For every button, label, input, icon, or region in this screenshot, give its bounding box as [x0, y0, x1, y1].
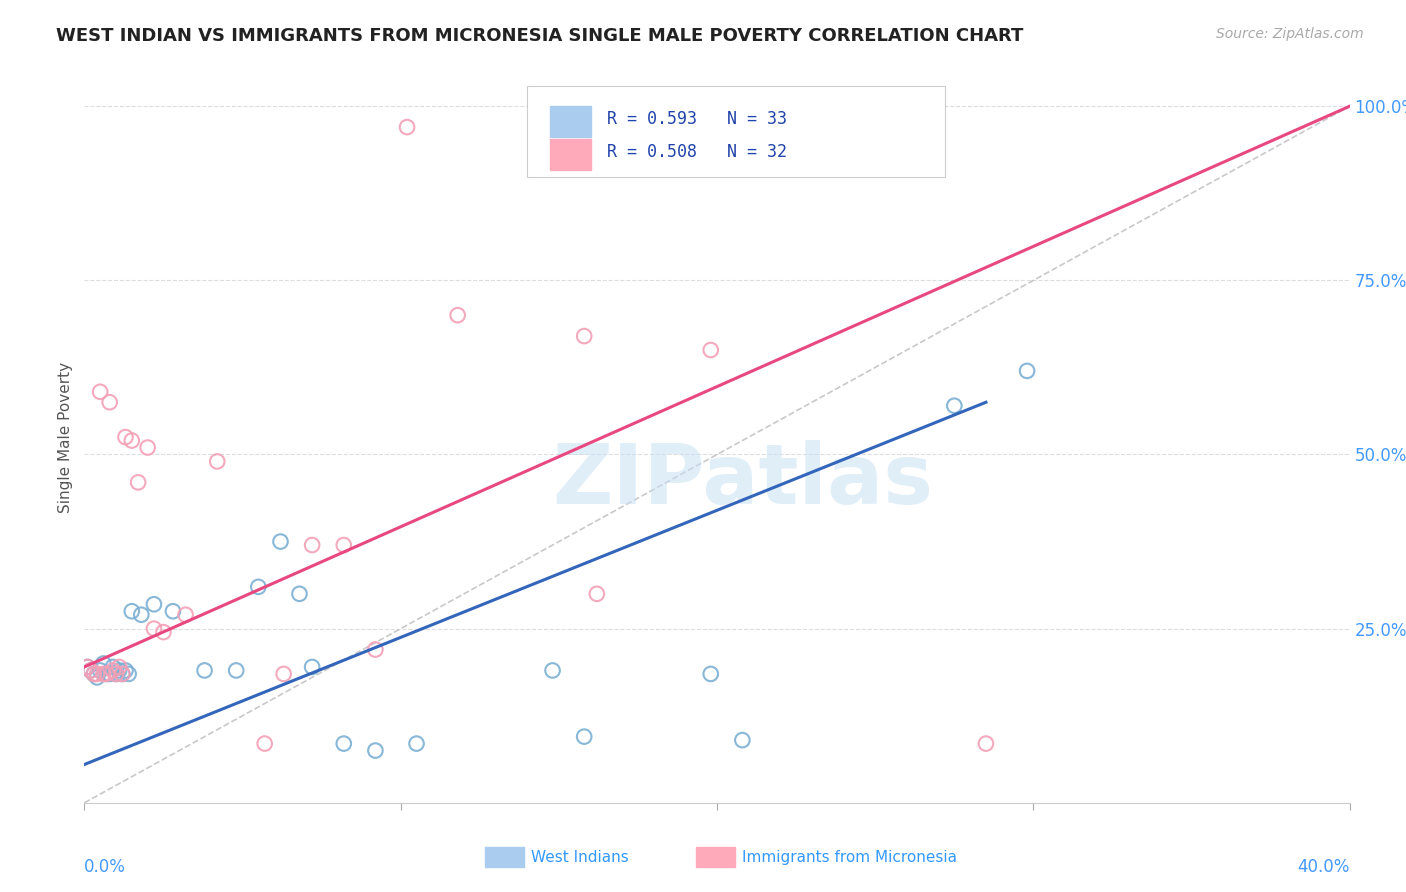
Point [731, 733, 754, 747]
Point [405, 737, 427, 751]
Point [89, 384, 111, 399]
FancyBboxPatch shape [550, 106, 591, 136]
Point [301, 660, 323, 674]
Point [114, 430, 136, 444]
Point [83, 667, 105, 681]
Point [111, 667, 134, 681]
FancyBboxPatch shape [550, 139, 591, 169]
Point [193, 664, 217, 678]
Text: 0.0%: 0.0% [84, 858, 127, 876]
Point [700, 343, 723, 357]
Point [76, 660, 98, 674]
Point [98, 395, 121, 409]
Point [273, 667, 295, 681]
Point [364, 642, 387, 657]
Point [86, 670, 108, 684]
Point [96, 667, 118, 681]
Point [162, 604, 184, 618]
Point [111, 667, 134, 681]
Text: West Indians: West Indians [531, 850, 630, 864]
Point [105, 667, 127, 681]
Point [585, 587, 607, 601]
Point [79, 664, 103, 678]
Text: Immigrants from Micronesia: Immigrants from Micronesia [742, 850, 957, 864]
Point [105, 667, 127, 681]
Point [574, 730, 596, 744]
Text: R = 0.593   N = 33: R = 0.593 N = 33 [607, 110, 787, 128]
Point [333, 737, 356, 751]
Point [98, 667, 121, 681]
Point [93, 667, 115, 681]
Point [541, 664, 564, 678]
Y-axis label: Single Male Poverty: Single Male Poverty [58, 361, 73, 513]
Point [143, 622, 166, 636]
Point [86, 667, 108, 681]
Point [207, 454, 229, 468]
Point [121, 604, 143, 618]
Point [121, 434, 143, 448]
Point [574, 329, 596, 343]
Point [225, 664, 247, 678]
Point [118, 667, 141, 681]
Point [974, 737, 997, 751]
Point [288, 587, 311, 601]
Point [253, 737, 276, 751]
Point [301, 538, 323, 552]
Point [76, 660, 98, 674]
Text: 40.0%: 40.0% [1298, 858, 1350, 876]
Point [333, 538, 356, 552]
Point [1015, 364, 1038, 378]
Point [96, 667, 118, 681]
Point [700, 667, 723, 681]
Point [101, 664, 124, 678]
Point [396, 120, 419, 134]
Point [108, 664, 131, 678]
Point [943, 399, 966, 413]
Text: ZIPatlas: ZIPatlas [553, 441, 932, 522]
Point [129, 607, 153, 622]
Point [136, 441, 159, 455]
Text: Source: ZipAtlas.com: Source: ZipAtlas.com [1216, 27, 1364, 41]
Point [143, 597, 166, 611]
Point [152, 625, 174, 640]
Point [447, 308, 470, 322]
Point [247, 580, 270, 594]
FancyBboxPatch shape [527, 86, 945, 178]
Point [364, 743, 387, 757]
Point [83, 667, 105, 681]
Point [79, 664, 103, 678]
Point [174, 607, 197, 622]
Point [101, 660, 124, 674]
Point [270, 534, 292, 549]
Point [108, 660, 131, 674]
Point [114, 664, 136, 678]
Point [89, 664, 111, 678]
Text: WEST INDIAN VS IMMIGRANTS FROM MICRONESIA SINGLE MALE POVERTY CORRELATION CHART: WEST INDIAN VS IMMIGRANTS FROM MICRONESI… [56, 27, 1024, 45]
Point [127, 475, 149, 490]
Point [93, 657, 115, 671]
Text: R = 0.508   N = 32: R = 0.508 N = 32 [607, 143, 787, 161]
